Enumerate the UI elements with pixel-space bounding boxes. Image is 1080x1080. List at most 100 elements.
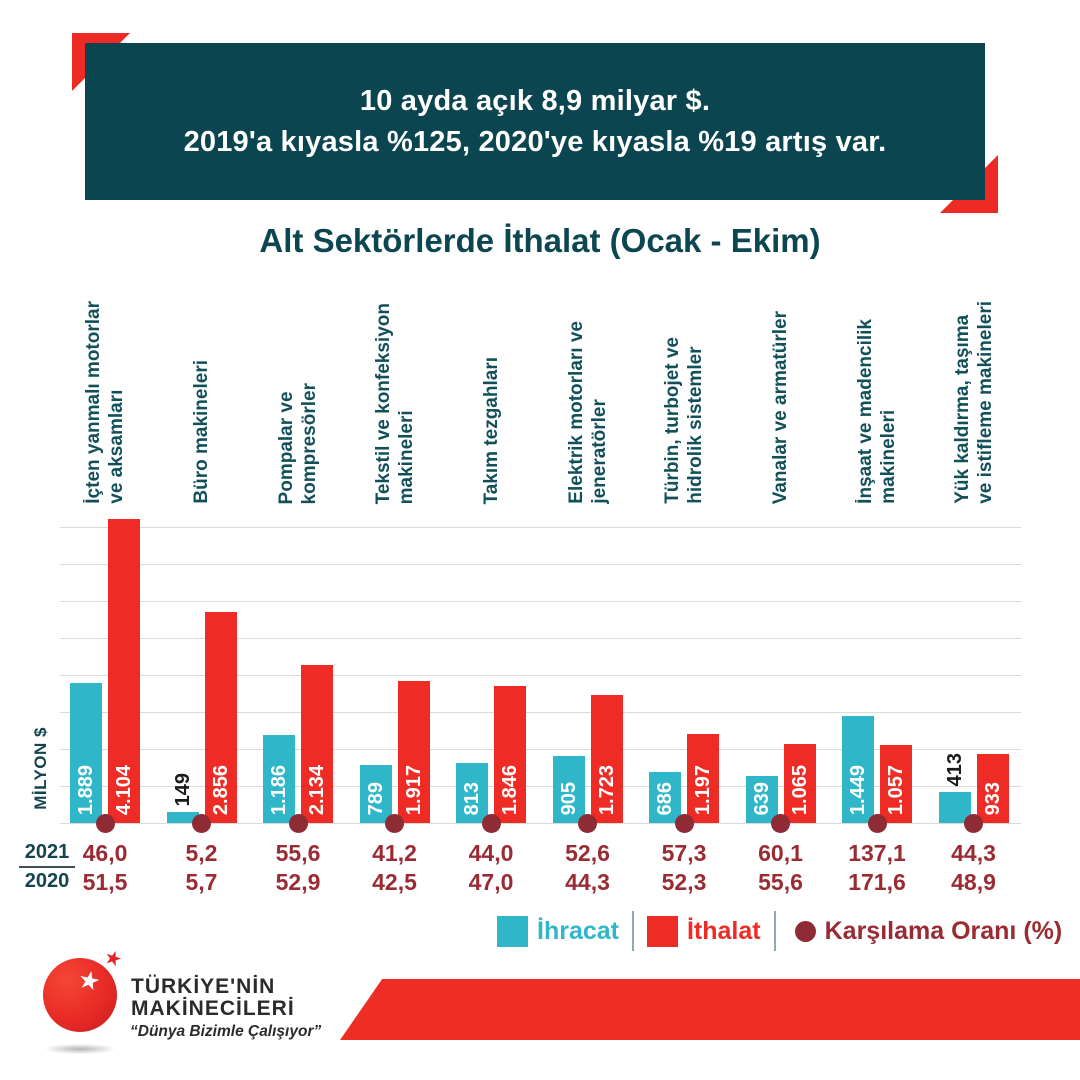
bar-value-label: 905: [557, 781, 580, 815]
bar-ihracat: 789: [359, 764, 392, 823]
chart-title: Alt Sektörlerde İthalat (Ocak - Ekim): [259, 222, 821, 259]
bar-value-label: 1.449: [847, 764, 869, 815]
grid-line: [60, 564, 1021, 565]
bar-value-label: 639: [750, 781, 773, 815]
category-label: Türbin, turbojet ve hidrolik sistemler: [636, 288, 732, 504]
ratio-value: 57,3: [661, 840, 707, 866]
bar-ihracat: 813: [456, 762, 488, 823]
bar-value-label: 1.197: [692, 764, 714, 815]
ratio-value: 41,2: [372, 840, 417, 866]
bar-value-label: 1.057: [885, 764, 907, 815]
grid-line: [60, 712, 1021, 713]
ratio-year-2020: 2020: [24, 870, 70, 892]
y-axis-label: MİLYON $: [31, 727, 50, 810]
ratio-value: 44,3: [565, 869, 610, 895]
legend-ratio-dot-icon: [794, 920, 816, 942]
ratio-value: 52,6: [565, 840, 610, 866]
category-label-text: Vanalar ve armatürler: [770, 310, 791, 504]
star-icon: ★: [101, 945, 125, 973]
legend-swatch-ihracat: [497, 915, 528, 947]
ratio-value: 52,9: [275, 869, 321, 895]
category-label-text: Elektrik motorları ve jeneratörler: [565, 321, 610, 504]
bar-ithalat: 2.134: [301, 665, 333, 823]
bar-ihracat: 1.449: [842, 715, 874, 823]
category-label-text: İnşaat ve madencilik makineleri: [855, 319, 899, 504]
category-label-text: Tekstil ve konfeksiyon makineleri: [372, 302, 417, 504]
category-label: Elektrik motorları ve jeneratörler: [540, 288, 636, 504]
ratio-value: 42,5: [372, 869, 417, 895]
ratio-value: 44,0: [468, 840, 514, 866]
category-label: Takım tezgahları: [443, 288, 539, 504]
ratio-value: 52,3: [661, 869, 707, 895]
logo-name-line-1: TÜRKİYE'NİN: [131, 975, 276, 998]
category-label-text: Takım tezgahları: [480, 356, 502, 504]
legend-label-ratio: Karşılama Oranı (%): [824, 916, 1063, 945]
bar-value-label: 4.104: [113, 764, 135, 815]
chart-legend: İhracat İthalat Karşılama Oranı (%): [497, 911, 1063, 951]
ratio-dot-icon: [674, 813, 694, 833]
ratio-dot-icon: [964, 813, 983, 833]
headline-line-1: 10 ayda açık 8,9 milyar $.: [359, 84, 711, 117]
bar-value-label: 1.889: [75, 764, 97, 815]
headline-line-2: 2019'a kıyasla %125, 2020'ye kıyasla %19…: [183, 125, 887, 158]
category-label: Tekstil ve konfeksiyon makineleri: [347, 288, 443, 504]
grid-line: [60, 675, 1021, 676]
legend-label-ithalat: İthalat: [686, 916, 761, 945]
year-divider-line: [19, 866, 75, 868]
ratio-value: 171,6: [848, 869, 906, 895]
bar-ithalat: 4.104: [108, 519, 140, 823]
ratio-dot-icon: [385, 813, 404, 833]
bar-value-label: 1.723: [595, 764, 618, 815]
ratio-dot-icon: [867, 813, 887, 833]
ratio-value: 137,1: [848, 840, 906, 866]
grid-line: [60, 786, 1021, 787]
category-label: Büro makineleri: [154, 288, 250, 504]
ratio-dot-icon: [481, 813, 501, 833]
logo-name-line-2: MAKİNECİLERİ: [131, 997, 295, 1020]
bar-value-label: 2.856: [209, 764, 232, 815]
category-label-text: Türbin, turbojet ve hidrolik sistemler: [662, 337, 706, 504]
grid-line: [60, 749, 1021, 750]
grid-line: [60, 823, 1021, 824]
bar-ihracat: 1.889: [70, 683, 102, 823]
category-label-text: Pompalar ve kompresörler: [276, 382, 320, 504]
bar-ithalat: 1.846: [494, 686, 526, 823]
bar-ihracat: 905: [552, 756, 585, 823]
category-label: İçten yanmalı motorlar ve aksamları: [57, 288, 153, 504]
category-label: Pompalar ve kompresörler: [250, 288, 346, 504]
bar-value-label: 686: [654, 781, 676, 815]
bar-value-label: 813: [461, 781, 483, 815]
ratio-value: 44,3: [951, 840, 996, 866]
bar-ihracat: 1.186: [263, 735, 295, 823]
grid-line: [60, 638, 1021, 639]
ratio-year-2021: 2021: [24, 841, 70, 863]
category-label: Yük kaldırma, taşıma ve istifleme makine…: [926, 288, 1022, 504]
bar-value-label: 1.186: [268, 764, 290, 815]
category-label-text: Büro makineleri: [191, 360, 212, 504]
bar-ithalat: 1.057: [880, 744, 912, 823]
bar-ihracat: 686: [649, 772, 681, 823]
bar-value-label: 2.134: [306, 764, 328, 815]
bar-ithalat: 1.197: [687, 734, 719, 823]
category-label-text: İçten yanmalı motorlar ve aksamları: [83, 301, 127, 504]
bar-ithalat: 2.856: [204, 611, 237, 823]
category-label-text: Yük kaldırma, taşıma ve istifleme makine…: [951, 301, 996, 504]
bar-value-label: 149: [171, 772, 194, 806]
ratio-dot-icon: [578, 813, 597, 833]
bar-ithalat: 1.065: [783, 744, 816, 823]
bar-value-label: 789: [364, 781, 387, 815]
grid-line: [60, 527, 1021, 528]
ratio-value: 55,6: [275, 840, 321, 866]
headline-banner: 10 ayda açık 8,9 milyar $. 2019'a kıyasl…: [85, 43, 985, 200]
bar-ihracat: 149: [166, 773, 199, 823]
bottom-accent-band: [340, 979, 1080, 1040]
bar-value-label: 1.917: [402, 764, 425, 815]
ratio-value: 5,7: [185, 869, 218, 895]
bar-value-label: 933: [981, 781, 1004, 815]
ratio-value: 48,9: [951, 869, 996, 895]
grid-line: [60, 601, 1021, 602]
ratio-dot-icon: [95, 813, 115, 833]
legend-separator: [631, 911, 634, 951]
ratio-value: 5,2: [185, 840, 218, 866]
ratio-dot-icon: [288, 813, 308, 833]
